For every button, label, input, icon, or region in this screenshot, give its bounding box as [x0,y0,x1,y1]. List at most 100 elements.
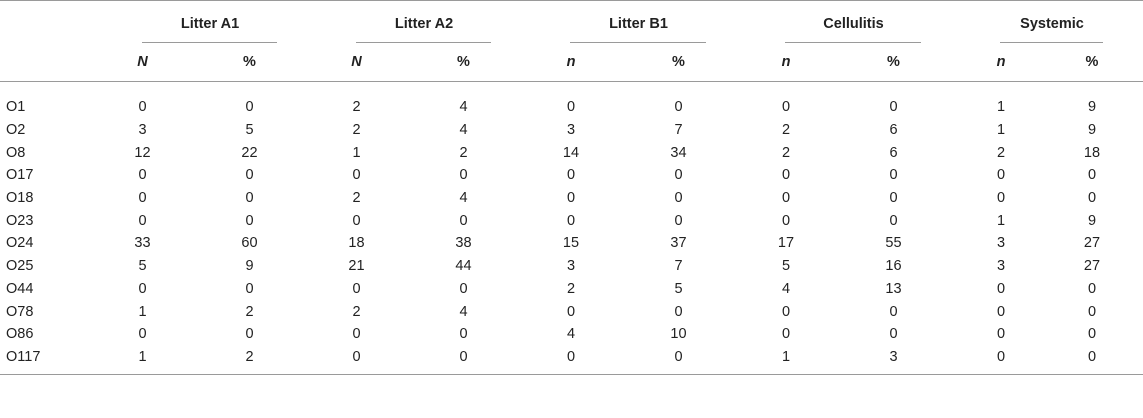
percent-subheader: % [1085,54,1099,70]
count-cell: 4 [781,280,791,297]
count-subheader: N [137,54,148,70]
table-row: O117 1 2 0 0 0 0 1 3 0 0 [0,346,1143,369]
percent-cell: 9 [1087,122,1097,139]
percent-cell: 0 [674,212,683,229]
percent-cell: 5 [245,122,254,139]
percent-cell: 0 [674,167,683,184]
percent-cell: 0 [889,190,898,207]
percent-cell: 0 [245,190,254,207]
count-cell: 0 [138,326,147,343]
table-row: O2 3 5 2 4 3 7 2 6 1 9 [0,119,1143,142]
header-rule [0,81,1143,82]
group-underline [746,42,961,43]
percent-cell: 0 [674,99,683,116]
row-label: O44 [6,280,34,297]
count-cell: 0 [566,212,576,229]
percent-cell: 0 [245,167,254,184]
count-cell: 3 [996,258,1006,275]
percent-cell: 9 [245,258,254,275]
percent-cell: 7 [674,122,683,139]
percent-cell: 34 [670,144,687,161]
table-row: O17 0 0 0 0 0 0 0 0 0 0 [0,164,1143,187]
count-cell: 0 [138,190,147,207]
percent-cell: 0 [889,99,898,116]
count-cell: 12 [134,144,151,161]
group-header-label: Cellulitis [823,15,884,32]
group-header: Cellulitis [746,1,961,42]
row-label: O117 [6,348,41,365]
percent-cell: 0 [889,212,898,229]
count-cell: 5 [138,258,147,275]
percent-cell: 2 [245,303,254,320]
row-label: O78 [6,303,34,320]
row-label: O23 [6,212,34,229]
percent-cell: 0 [459,326,468,343]
percent-cell: 7 [674,258,683,275]
group-underline [961,42,1143,43]
table-row: O86 0 0 0 0 4 10 0 0 0 0 [0,323,1143,346]
count-cell: 1 [996,122,1006,139]
percent-cell: 27 [1083,258,1101,275]
count-cell: 0 [996,167,1006,184]
percent-cell: 10 [670,326,687,343]
group-header-label: Litter A1 [180,15,240,32]
count-cell: 2 [996,144,1006,161]
count-cell: 0 [566,190,576,207]
count-cell: 1 [996,212,1006,229]
group-header-label: Litter B1 [609,15,668,32]
count-cell: 2 [781,144,791,161]
group-underline [531,42,746,43]
row-label: O24 [6,235,34,252]
percent-cell: 0 [889,303,898,320]
count-cell: 2 [352,99,361,116]
group-header-label: Systemic [1020,15,1084,32]
count-cell: 0 [566,348,576,365]
percent-cell: 0 [245,326,254,343]
count-cell: 3 [996,235,1006,252]
count-cell: 0 [566,99,576,116]
count-cell: 0 [781,212,791,229]
group-header: Litter A1 [103,1,317,42]
percent-cell: 0 [245,280,254,297]
percent-cell: 2 [459,144,468,161]
group-header-label: Litter A2 [394,15,454,32]
percent-cell: 3 [889,348,898,365]
count-cell: 0 [996,348,1006,365]
serogroup-table: Litter A1 Litter A2 Litter B1 Cellulitis Sys… [0,0,1143,376]
count-cell: 17 [777,235,795,252]
percent-subheader: % [887,54,900,70]
count-cell: 0 [352,212,361,229]
count-cell: 1 [781,348,791,365]
percent-cell: 0 [245,99,254,116]
percent-cell: 4 [459,99,468,116]
percent-cell: 6 [889,144,898,161]
count-cell: 3 [566,258,576,275]
count-cell: 15 [562,235,580,252]
group-header: Litter B1 [531,1,746,42]
percent-cell: 0 [1087,348,1097,365]
group-header: Litter A2 [317,1,531,42]
top-rule [0,0,1143,1]
count-cell: 0 [996,326,1006,343]
count-cell: 0 [996,190,1006,207]
count-cell: 3 [138,122,147,139]
percent-cell: 0 [1087,280,1097,297]
percent-cell: 60 [241,235,258,252]
percent-cell: 6 [889,122,898,139]
count-cell: 2 [352,122,361,139]
count-subheader: n [996,54,1006,70]
count-cell: 1 [138,348,147,365]
count-cell: 0 [352,348,361,365]
count-subheader: n [566,54,576,70]
percent-cell: 0 [459,280,468,297]
group-underline [103,42,317,43]
count-cell: 5 [781,258,791,275]
row-label: O1 [6,99,26,116]
count-cell: 0 [352,326,361,343]
count-cell: 0 [566,167,576,184]
count-cell: 1 [352,144,361,161]
percent-cell: 5 [674,280,683,297]
count-cell: 0 [138,167,147,184]
percent-cell: 0 [674,348,683,365]
percent-cell: 0 [1087,167,1097,184]
